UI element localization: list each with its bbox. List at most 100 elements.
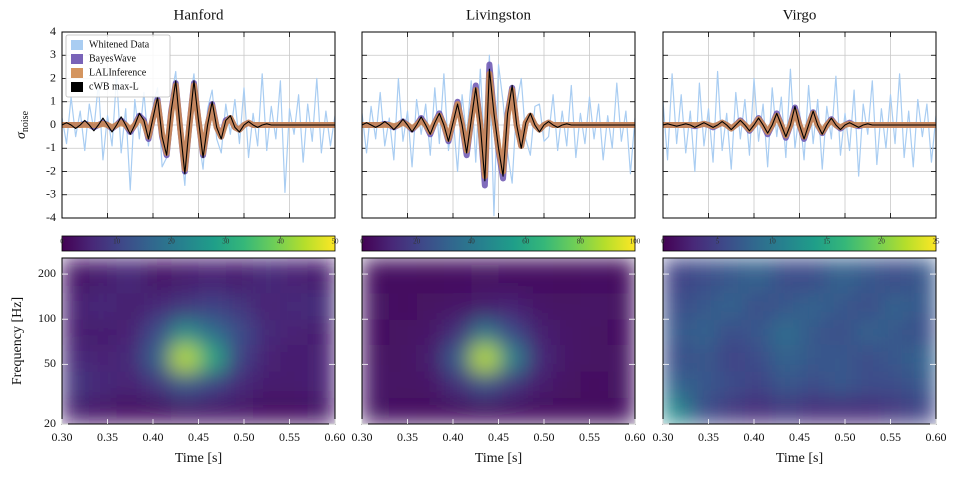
x-tick-label: 0.55: [880, 430, 901, 444]
heatmap-cell: [690, 319, 719, 345]
heatmap-cell: [143, 292, 172, 320]
heatmap-cell: [362, 371, 390, 399]
heatmap-cell: [362, 319, 390, 345]
heatmap-cell: [799, 397, 828, 424]
heatmap-cell: [143, 371, 172, 399]
heatmap-cell: [881, 397, 910, 424]
heatmap-cell: [744, 371, 773, 399]
heatmap-cell: [362, 292, 390, 320]
heatmap-cell: [253, 292, 281, 320]
y-axis-label-subscript: noise: [20, 110, 31, 132]
heatmap-cell: [143, 344, 172, 372]
heatmap-cell: [198, 371, 227, 399]
colorbar-tick-label: 0: [60, 238, 64, 246]
colorbar-tick-label: 20: [878, 238, 886, 246]
x-tick-label: 0.55: [579, 430, 600, 444]
heatmap-cell: [690, 292, 719, 320]
heatmap-cell: [62, 344, 90, 372]
heatmap-cell: [744, 397, 773, 424]
legend-swatch: [71, 82, 83, 92]
colorbar-tick-label: 20: [168, 238, 176, 246]
panel-title: Hanford: [174, 7, 224, 23]
heatmap-cell: [89, 258, 118, 294]
heatmap-cell: [62, 258, 90, 294]
y-tick-label: 50: [44, 356, 56, 370]
heatmap-cell: [143, 319, 172, 345]
heatmap-cell: [198, 397, 227, 424]
heatmap-cell: [307, 258, 335, 294]
colorbar-tick-label: 20: [413, 238, 421, 246]
heatmap-clip: [663, 258, 936, 424]
x-tick-label: 0.40: [744, 430, 765, 444]
x-tick-label: 0.35: [397, 430, 418, 444]
heatmap-cell: [908, 371, 936, 399]
legend-label: LALInference: [89, 67, 147, 78]
heatmap-cell: [171, 344, 199, 372]
heatmap-cell: [62, 292, 90, 320]
heatmap-cell: [89, 292, 118, 320]
heatmap-cell: [607, 344, 635, 372]
colorbar-tick-label: 30: [222, 238, 230, 246]
heatmap-cell: [116, 292, 145, 320]
heatmap-cell: [62, 371, 90, 399]
heatmap-cell: [307, 397, 335, 424]
heatmap-cell: [253, 371, 281, 399]
colorbar: [662, 235, 937, 252]
heatmap-cell: [443, 397, 472, 424]
heatmap-cell: [62, 319, 90, 345]
heatmap-cell: [471, 319, 499, 345]
heatmap-cell: [799, 292, 828, 320]
x-tick-label: 0.30: [52, 430, 73, 444]
heatmap-panel: 0.30 0.35 0.40 0.45 0.50 0.55 0.602050100200Ti…: [10, 235, 346, 466]
heatmap-cell: [416, 371, 445, 399]
colorbar: [361, 235, 636, 252]
x-tick-label: 0.50: [835, 430, 856, 444]
heatmap-cell: [280, 292, 309, 320]
heatmap-cell: [198, 292, 227, 320]
heatmap-cell: [416, 319, 445, 345]
heatmap-cell: [389, 344, 418, 372]
heatmap-cell: [717, 292, 746, 320]
heatmap-cell: [854, 292, 882, 320]
heatmap-cell: [389, 397, 418, 424]
heatmap-cell: [89, 397, 118, 424]
heatmap-cell: [498, 397, 527, 424]
x-axis-label: Time [s]: [776, 451, 823, 466]
legend-label: Whitened Data: [89, 39, 150, 50]
heatmap-cell: [416, 292, 445, 320]
heatmap-cell: [225, 258, 254, 294]
series-group: [362, 54, 635, 217]
heatmap-cell: [471, 344, 499, 372]
heatmap-cell: [389, 292, 418, 320]
colorbar-tick-label: 0: [360, 238, 364, 246]
x-tick-label: 0.45: [488, 430, 509, 444]
heatmap-cell: [854, 397, 882, 424]
heatmap-panel: 0.30 0.35 0.40 0.45 0.50 0.55 0.60 Time [s] 0 5 10…: [653, 235, 947, 466]
colorbar-tick-label: 50: [332, 238, 340, 246]
heatmap-cell: [580, 258, 609, 294]
x-tick-label: 0.30: [352, 430, 373, 444]
colorbar-tick-label: 80: [577, 238, 585, 246]
heatmap-cell: [253, 344, 281, 372]
heatmap-cell: [525, 371, 554, 399]
series-line: [362, 54, 635, 217]
heatmap-cell: [443, 319, 472, 345]
heatmap-cell: [498, 258, 527, 294]
y-axis-label: Frequency [Hz]: [10, 297, 25, 385]
heatmap-cell: [471, 397, 499, 424]
heatmap-cell: [580, 371, 609, 399]
y-tick-label: 3: [50, 47, 56, 61]
heatmap-cell: [580, 397, 609, 424]
heatmap-cell: [580, 319, 609, 345]
heatmap-cell: [553, 319, 581, 345]
heatmap-cell: [225, 292, 254, 320]
heatmap-cell: [362, 397, 390, 424]
heatmap-cells: [663, 258, 936, 424]
heatmap-cell: [553, 258, 581, 294]
series-line: [663, 105, 936, 140]
heatmap-cell: [525, 344, 554, 372]
heatmap-cell: [663, 292, 691, 320]
heatmap-cell: [362, 344, 390, 372]
y-tick-label: 0: [50, 117, 56, 131]
x-tick-label: 0.45: [188, 430, 209, 444]
